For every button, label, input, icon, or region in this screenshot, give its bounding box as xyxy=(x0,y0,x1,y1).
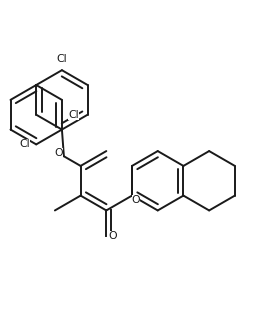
Text: Cl: Cl xyxy=(19,139,30,149)
Text: O: O xyxy=(132,195,140,204)
Text: O: O xyxy=(55,148,63,158)
Text: O: O xyxy=(109,231,117,241)
Text: Cl: Cl xyxy=(68,110,79,120)
Text: Cl: Cl xyxy=(56,54,67,64)
